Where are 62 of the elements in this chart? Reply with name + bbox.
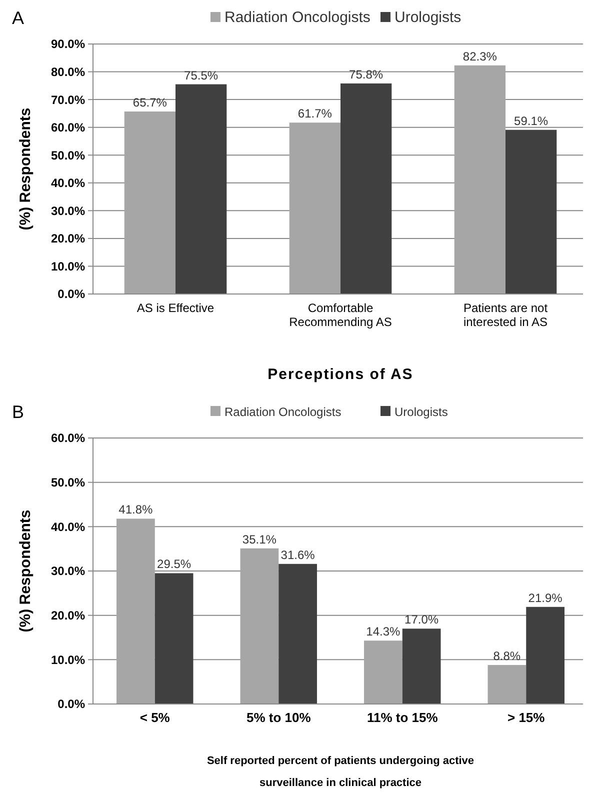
x-tick-label: < 5% xyxy=(140,710,170,725)
y-tick-label: 40.0% xyxy=(50,520,86,534)
x-axis-title: Perceptions of AS xyxy=(268,366,414,383)
x-tick-label: > 15% xyxy=(508,710,546,725)
data-label: 41.8% xyxy=(118,502,154,517)
y-tick-label: 40.0% xyxy=(50,176,86,190)
data-label: 75.8% xyxy=(349,67,384,82)
bar xyxy=(278,564,317,704)
text: A xyxy=(12,8,24,28)
bar xyxy=(289,122,340,294)
y-tick-label: 50.0% xyxy=(50,148,86,162)
legend-label: Urologists xyxy=(394,405,448,419)
y-tick-label: 90.0% xyxy=(50,37,86,52)
bar xyxy=(364,640,402,704)
bar xyxy=(488,664,526,704)
y-tick-label: 30.0% xyxy=(50,564,86,578)
data-label: 65.7% xyxy=(132,96,168,110)
bar xyxy=(154,573,194,704)
bar xyxy=(176,84,227,294)
bar xyxy=(506,130,557,294)
data-label: 21.9% xyxy=(528,590,563,605)
y-tick-label: 20.0% xyxy=(50,608,86,623)
x-tick-label: 11% to 15% xyxy=(366,710,438,725)
bar xyxy=(526,606,564,704)
y-tick-label: 0.0% xyxy=(58,697,86,712)
legend-label: Radiation Oncologists xyxy=(224,9,370,26)
bar xyxy=(340,83,392,294)
x-tick-label: Patients are not interested in AS xyxy=(463,301,548,329)
data-label: 59.1% xyxy=(514,114,548,128)
data-label: 31.6% xyxy=(280,548,316,562)
bar xyxy=(402,628,441,704)
y-tick-label: 10.0% xyxy=(50,652,86,667)
bar xyxy=(240,548,279,704)
y-tick-label: 60.0% xyxy=(50,120,86,135)
data-label: 82.3% xyxy=(462,49,498,64)
legend-label: Radiation Oncologists xyxy=(224,405,342,419)
x-tick-label: Comfortable Recommending AS xyxy=(289,301,392,329)
data-label: 29.5% xyxy=(157,557,192,572)
data-label: 8.8% xyxy=(493,648,521,663)
y-tick-label: 60.0% xyxy=(50,431,86,446)
x-tick-label: AS is Effective xyxy=(136,301,214,315)
x-axis-title: Self reported percent of patients undergoing active surveillance in clinical practice xyxy=(206,755,474,789)
data-label: 61.7% xyxy=(298,106,332,121)
y-axis-title: (%) Respondents xyxy=(17,510,34,632)
bar xyxy=(124,112,176,294)
y-tick-label: 80.0% xyxy=(50,64,86,79)
data-label: 35.1% xyxy=(242,532,277,546)
x-tick-label: 5% to 10% xyxy=(246,710,312,725)
data-label: 14.3% xyxy=(366,624,401,639)
y-axis-title: (%) Respondents xyxy=(17,108,34,230)
y-tick-label: 70.0% xyxy=(50,92,86,107)
bar xyxy=(454,65,506,294)
y-tick-label: 0.0% xyxy=(58,287,86,302)
text: B xyxy=(12,402,24,422)
y-tick-label: 20.0% xyxy=(50,232,86,246)
y-tick-label: 50.0% xyxy=(50,476,86,490)
legend-label: Urologists xyxy=(394,9,462,26)
y-tick-label: 30.0% xyxy=(50,204,86,218)
data-label: 17.0% xyxy=(404,612,439,627)
data-label: 75.5% xyxy=(184,68,218,82)
bar xyxy=(116,518,155,704)
y-tick-label: 10.0% xyxy=(50,259,86,274)
